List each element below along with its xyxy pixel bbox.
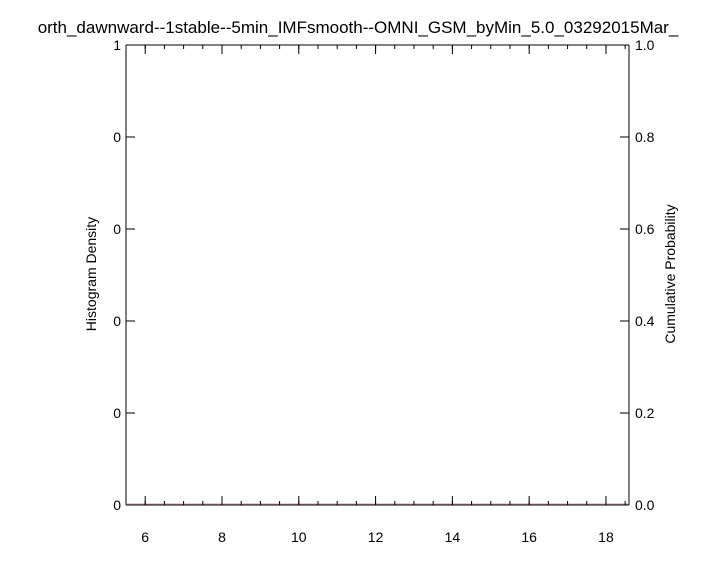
x-tick-label: 10 bbox=[291, 529, 307, 545]
y2-tick-label: 0.6 bbox=[635, 221, 655, 237]
y2-tick-label: 1.0 bbox=[635, 37, 655, 53]
x-tick-label: 16 bbox=[521, 529, 537, 545]
x-tick-label: 8 bbox=[218, 529, 226, 545]
x-tick-label: 12 bbox=[368, 529, 384, 545]
plot-area: 6 8 10 12 14 16 18 0 0 0 0 0 1 0.0 0.2 0.4 0.6 0.8 1.0 bbox=[113, 37, 654, 545]
y-tick-label: 0 bbox=[113, 405, 121, 421]
y2-tick-label: 0.8 bbox=[635, 129, 655, 145]
y-tick-label: 0 bbox=[113, 129, 121, 145]
y2-tick-label: 0.4 bbox=[635, 313, 655, 329]
y2-tick-label: 0.2 bbox=[635, 405, 655, 421]
y2-axis-label: Cumulative Probability bbox=[662, 204, 678, 343]
y-tick-label: 0 bbox=[113, 313, 121, 329]
y-tick-label: 0 bbox=[113, 221, 121, 237]
y-axis-label: Histogram Density bbox=[83, 217, 99, 331]
chart-title: orth_dawnward--1stable--5min_IMFsmooth--… bbox=[38, 18, 679, 37]
x-tick-label: 6 bbox=[141, 529, 149, 545]
x-tick-label: 14 bbox=[445, 529, 461, 545]
x-tick-label: 18 bbox=[598, 529, 614, 545]
y-tick-label: 0 bbox=[113, 497, 121, 513]
y2-tick-label: 0.0 bbox=[635, 497, 655, 513]
y-tick-label: 1 bbox=[113, 37, 121, 53]
